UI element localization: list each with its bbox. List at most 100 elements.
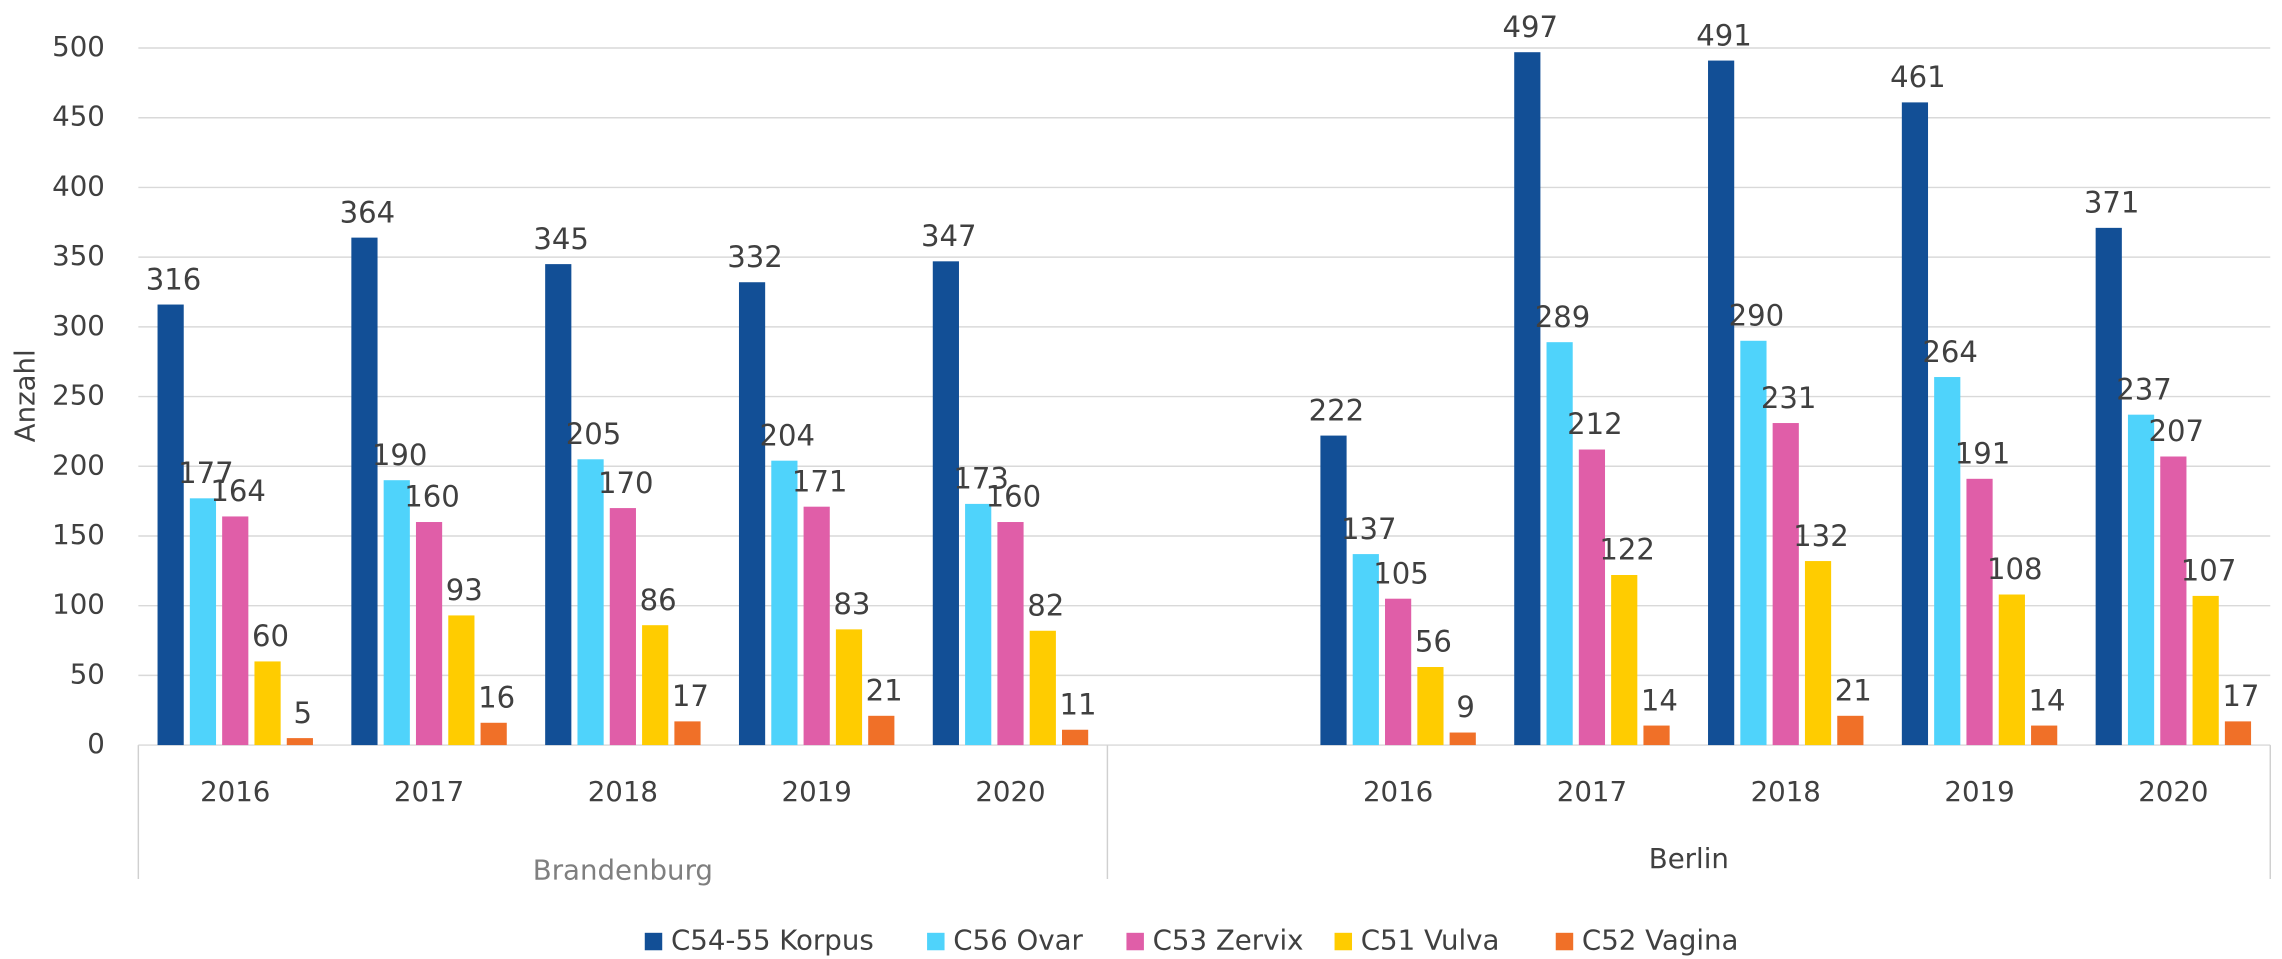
data-label: 204 [760, 418, 816, 452]
data-label: 21 [1835, 674, 1872, 708]
data-label: 56 [1415, 625, 1452, 659]
data-label: 347 [921, 219, 977, 253]
bar [2224, 721, 2252, 746]
data-label: 171 [792, 464, 848, 498]
bar [383, 480, 410, 746]
group-label: Berlin [1649, 842, 1729, 875]
bar [738, 282, 766, 746]
y-tick-label: 0 [87, 727, 105, 760]
bar [1578, 449, 1606, 746]
bar [609, 508, 636, 746]
data-label: 170 [598, 466, 654, 500]
x-tick-label: 2019 [782, 775, 852, 808]
bar [1029, 630, 1056, 746]
bar [577, 459, 604, 746]
data-label: 93 [446, 573, 483, 607]
y-tick-label: 50 [70, 657, 105, 690]
bar [286, 738, 313, 746]
data-label: 5 [294, 696, 313, 730]
data-label: 86 [640, 583, 677, 617]
x-tick-label: 2016 [200, 775, 270, 808]
bar [1934, 377, 1961, 746]
data-label: 107 [2181, 554, 2237, 588]
data-label: 371 [2084, 186, 2140, 220]
bar [674, 721, 701, 746]
data-label: 17 [672, 679, 709, 713]
y-tick-label: 150 [52, 518, 105, 551]
data-label: 160 [404, 480, 460, 514]
y-tick-label: 100 [52, 588, 105, 621]
data-label: 264 [1922, 335, 1978, 369]
data-label: 205 [566, 417, 622, 451]
data-label: 190 [372, 438, 428, 472]
bar [2095, 227, 2122, 746]
x-tick-label: 2018 [1751, 775, 1821, 808]
legend-label: C51 Vulva [1361, 924, 1500, 957]
data-label: 137 [1341, 512, 1397, 546]
data-label: 60 [252, 619, 289, 653]
bar [1449, 732, 1476, 746]
data-label: 222 [1309, 393, 1365, 427]
x-tick-label: 2018 [588, 775, 658, 808]
bar [222, 516, 249, 746]
legend-swatch [1334, 932, 1353, 951]
data-label: 364 [340, 195, 396, 229]
data-label: 332 [727, 240, 783, 274]
data-label: 461 [1890, 60, 1946, 94]
x-tick-label: 2020 [2138, 775, 2208, 808]
data-label: 21 [866, 674, 903, 708]
bar [480, 722, 507, 746]
data-label: 16 [478, 680, 515, 714]
data-label: 491 [1696, 18, 1752, 52]
bar [2031, 725, 2058, 746]
y-tick-label: 500 [52, 30, 105, 63]
legend-swatch [1126, 932, 1144, 951]
data-label: 160 [986, 480, 1042, 514]
data-label: 105 [1373, 556, 1429, 590]
bar [189, 498, 217, 746]
data-label: 207 [2149, 414, 2205, 448]
data-label: 83 [833, 587, 870, 621]
bar [997, 522, 1024, 746]
bar [2192, 595, 2219, 746]
y-tick-label: 400 [52, 169, 105, 202]
bar [1804, 561, 1832, 746]
legend-label: C56 Ovar [953, 924, 1083, 957]
data-label: 237 [2116, 372, 2172, 406]
data-label: 212 [1567, 407, 1623, 441]
bar [1643, 725, 1670, 746]
legend-swatch [927, 932, 945, 951]
bar [771, 460, 798, 746]
x-tick-label: 2017 [394, 775, 464, 808]
data-label: 231 [1761, 381, 1817, 415]
legend-label: C52 Vagina [1582, 924, 1739, 957]
y-tick-label: 250 [52, 379, 105, 412]
bar [2127, 414, 2155, 746]
data-label: 290 [1729, 299, 1785, 333]
bar [1966, 478, 1993, 746]
bar [868, 715, 895, 746]
bar [2160, 456, 2187, 746]
bar [1708, 60, 1735, 746]
data-label: 164 [210, 474, 266, 508]
bar [351, 237, 378, 746]
bar [1062, 729, 1089, 746]
bar [803, 506, 830, 746]
data-label: 345 [533, 222, 589, 256]
bar [1740, 340, 1767, 746]
data-label: 14 [1641, 683, 1678, 717]
legend-label: C54-55 Korpus [671, 924, 874, 957]
x-tick-label: 2019 [1944, 775, 2014, 808]
data-label: 108 [1987, 552, 2043, 586]
y-tick-label: 300 [52, 309, 105, 342]
bar [1385, 598, 1412, 746]
y-tick-label: 200 [52, 448, 105, 481]
bar [254, 661, 281, 746]
data-label: 122 [1599, 533, 1655, 567]
bar [1352, 554, 1379, 746]
y-axis-label: Anzahl [8, 349, 41, 442]
group-label: Brandenburg [533, 854, 713, 887]
bar [965, 503, 992, 746]
data-label: 316 [146, 262, 202, 296]
data-label: 82 [1027, 588, 1064, 622]
